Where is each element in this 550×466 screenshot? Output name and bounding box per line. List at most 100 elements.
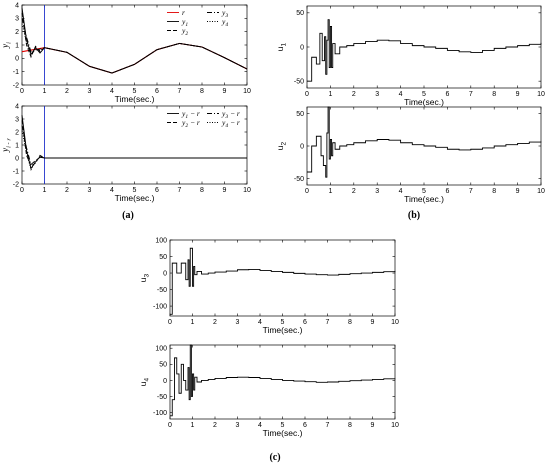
legend-entry: y4 (221, 17, 228, 28)
y-tick-label: -100 (153, 410, 167, 417)
x-tick-label: 9 (223, 187, 227, 194)
y-axis-label-subscript: i (6, 42, 13, 44)
y-tick-label: 4 (15, 2, 19, 9)
y-tick-label: 0 (15, 155, 19, 162)
y-axis-label: yi - r (0, 138, 13, 153)
x-tick-label: 0 (305, 91, 309, 98)
x-tick-label: 5 (422, 188, 426, 195)
legend-text: y (181, 17, 186, 26)
y-tick-label: 50 (296, 10, 304, 17)
legend-entry: y1 − r (181, 109, 200, 120)
x-tick-label: 8 (348, 422, 352, 429)
x-tick-label: 6 (303, 422, 307, 429)
legend-entry: y3 − r (221, 109, 240, 120)
x-tick-label: 9 (371, 319, 375, 326)
legend-text: y (181, 118, 186, 127)
y-tick-label: 0 (300, 44, 304, 51)
y-axis-label-base: u (138, 381, 148, 386)
x-tick-label: 8 (492, 188, 496, 195)
y-axis-label-subscript: i - r (6, 138, 13, 148)
x-tick-label: 9 (371, 422, 375, 429)
x-tick-label: 9 (516, 91, 520, 98)
x-tick-label: 10 (537, 91, 545, 98)
y-tick-label: 3 (15, 116, 19, 123)
x-axis-label: Time(sec.) (115, 94, 155, 104)
x-tick-label: 3 (88, 88, 92, 95)
plot-frame (169, 239, 396, 317)
y-axis-label: u2 (275, 141, 288, 150)
x-tick-label: 8 (492, 91, 496, 98)
legend-entry: r (182, 8, 185, 17)
x-tick-label: 0 (305, 188, 309, 195)
x-tick-label: 3 (236, 319, 240, 326)
x-tick-label: 5 (133, 187, 137, 194)
legend-box (163, 109, 243, 131)
x-tick-label: 3 (88, 187, 92, 194)
legend-subscript: 1 (185, 22, 188, 28)
x-tick-label: 4 (258, 422, 262, 429)
x-tick-label: 8 (348, 319, 352, 326)
plot-frame (169, 344, 396, 420)
legend-entry: y1 (181, 17, 188, 28)
x-tick-label: 2 (352, 188, 356, 195)
y-tick-label: 50 (159, 362, 167, 369)
x-tick-label: 0 (20, 88, 24, 95)
x-tick-label: 6 (155, 88, 159, 95)
y-tick-label: 100 (155, 346, 167, 353)
x-tick-label: 4 (110, 88, 114, 95)
legend-entry: y2 (181, 26, 188, 37)
x-tick-label: 2 (213, 422, 217, 429)
caption-c: (c) (269, 452, 280, 463)
legend-text: y (221, 17, 226, 26)
x-tick-label: 1 (191, 422, 195, 429)
x-tick-label: 5 (281, 422, 285, 429)
x-tick-label: 2 (65, 187, 69, 194)
caption-b: (b) (408, 210, 420, 221)
y-axis-label-base: u (138, 277, 148, 282)
y-tick-label: -1 (13, 69, 19, 76)
x-tick-label: 2 (352, 91, 356, 98)
x-tick-label: 4 (258, 319, 262, 326)
x-tick-label: 1 (43, 88, 47, 95)
y-tick-label: -1 (13, 168, 19, 175)
x-tick-label: 7 (178, 88, 182, 95)
x-tick-label: 7 (178, 187, 182, 194)
legend-text-rest: − r (188, 109, 200, 118)
y-tick-label: -2 (13, 82, 19, 89)
y-axis-label-subscript: 4 (144, 377, 151, 381)
legend-subscript: 3 (224, 114, 228, 120)
x-tick-label: 5 (422, 91, 426, 98)
y-axis-label-base: y (0, 148, 10, 153)
y-tick-label: 4 (15, 103, 19, 110)
legend-subscript: 1 (185, 114, 188, 120)
y-tick-label: 1 (15, 42, 19, 49)
legend-subscript: 4 (225, 21, 228, 28)
x-tick-label: 10 (537, 188, 545, 195)
x-tick-label: 7 (469, 91, 473, 98)
x-tick-label: 8 (200, 88, 204, 95)
y-axis-label: u3 (138, 273, 151, 282)
legend-subscript: 2 (185, 31, 188, 37)
x-axis-label: Time(sec.) (263, 428, 303, 438)
x-tick-label: 5 (281, 319, 285, 326)
y-tick-label: 0 (163, 270, 167, 277)
series-line-y-3 (21, 18, 248, 74)
y-axis-label-subscript: 3 (144, 273, 151, 277)
series-line-y-4-r (21, 130, 247, 171)
legend-text: r (182, 8, 185, 17)
y-tick-label: 50 (159, 254, 167, 261)
series-line-u (307, 106, 542, 178)
x-tick-label: 9 (223, 88, 227, 95)
series-line-u (307, 19, 542, 82)
legend-text-rest: − r (228, 109, 240, 118)
x-axis-label: Time(sec.) (404, 97, 444, 107)
x-tick-label: 8 (200, 187, 204, 194)
x-tick-label: 1 (328, 91, 332, 98)
y-tick-label: 3 (15, 16, 19, 23)
y-axis-label-base: u (275, 46, 285, 51)
y-tick-label: -100 (153, 303, 167, 310)
caption-a: (a) (122, 210, 134, 221)
chart-a-top: 0 1 2 3 4 5 6 7 8 9 10-2-101234Time(sec.)yiry1y2y3… (0, 2, 251, 104)
